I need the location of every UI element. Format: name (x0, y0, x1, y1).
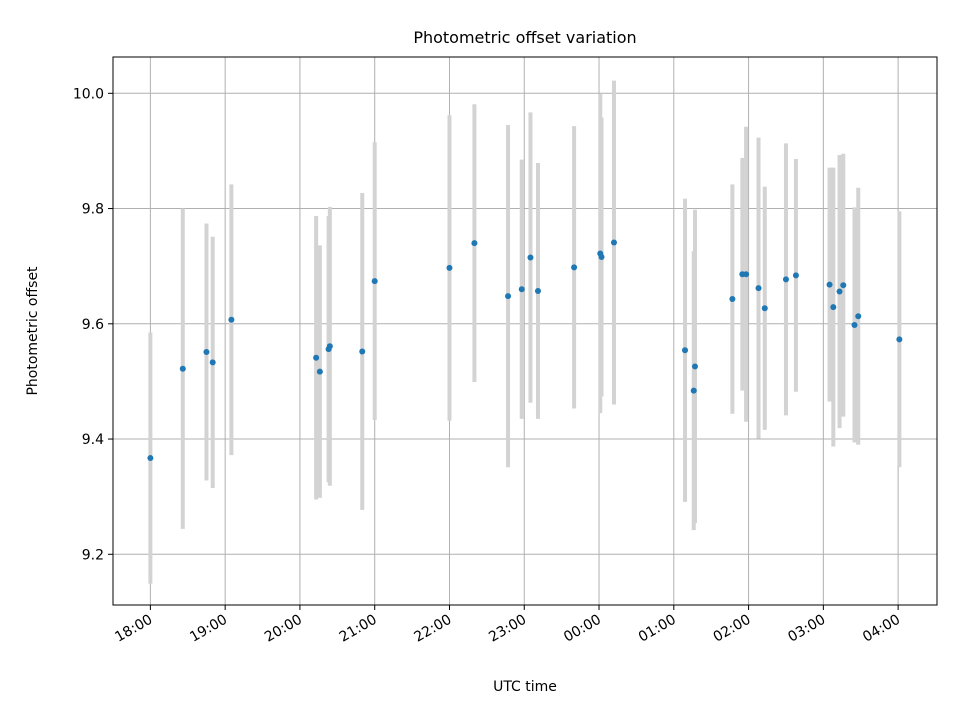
y-tick-label: 9.8 (82, 202, 104, 218)
data-point (209, 359, 216, 366)
data-point (851, 321, 858, 328)
data-point (326, 343, 333, 350)
data-point (359, 348, 366, 355)
data-point (682, 347, 689, 354)
data-point (826, 281, 833, 288)
data-point (755, 285, 762, 292)
data-point (836, 288, 843, 295)
data-point (690, 387, 697, 394)
data-point (830, 304, 837, 311)
data-point (571, 264, 578, 271)
data-point (371, 278, 378, 285)
data-point (534, 287, 541, 294)
data-point (179, 365, 186, 372)
data-point (471, 240, 478, 247)
x-axis-label: UTC time (493, 679, 557, 695)
y-tick-label: 9.2 (82, 547, 104, 563)
data-point (598, 253, 605, 260)
y-axis-label: Photometric offset (25, 266, 41, 396)
point-layer (147, 239, 903, 462)
axes-frame (112, 56, 938, 606)
data-point (316, 368, 323, 375)
data-point (527, 254, 534, 261)
data-point (792, 272, 799, 279)
data-point (446, 264, 453, 271)
data-point (203, 349, 210, 356)
chart-title: Photometric offset variation (413, 28, 636, 47)
data-point (840, 282, 847, 289)
data-point (782, 276, 789, 283)
data-point (228, 316, 235, 323)
data-point (896, 336, 903, 343)
y-tick-label: 9.4 (82, 432, 104, 448)
y-tick-label: 10.0 (73, 86, 104, 102)
data-point (855, 313, 862, 320)
data-point (610, 239, 617, 246)
y-tick-label: 9.6 (82, 317, 104, 333)
data-point (761, 305, 768, 312)
data-point (729, 296, 736, 303)
data-point (691, 363, 698, 370)
data-point (313, 354, 320, 361)
data-point (518, 286, 525, 293)
data-point (147, 455, 154, 462)
data-point (505, 293, 512, 300)
data-point (743, 271, 750, 278)
